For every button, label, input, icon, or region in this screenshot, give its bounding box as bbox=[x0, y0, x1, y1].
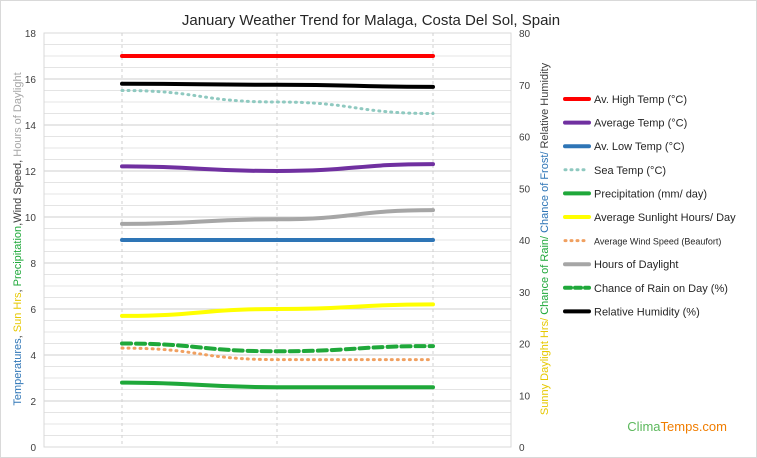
left-tick-label: 18 bbox=[25, 29, 37, 40]
axis-label-part: Temperatures bbox=[12, 338, 24, 406]
right-tick-label: 60 bbox=[519, 133, 531, 144]
axis-label-part: Chance of Rain/ bbox=[539, 235, 551, 318]
right-axis-ticks: 0 10 20 30 40 50 60 70 80 bbox=[519, 29, 531, 454]
series-lines bbox=[120, 53, 435, 390]
axis-label-part: Hours of Daylight bbox=[12, 72, 24, 156]
right-tick-label: 70 bbox=[519, 81, 531, 92]
left-tick-label: 12 bbox=[25, 167, 37, 178]
legend-label: Av. High Temp (°C) bbox=[594, 94, 687, 106]
left-tick-label: 8 bbox=[30, 259, 36, 270]
chart-title: January Weather Trend for Malaga, Costa … bbox=[182, 12, 560, 29]
series-line bbox=[120, 341, 435, 354]
axis-label-part: ,Wind Speed, bbox=[12, 157, 24, 226]
legend-label: Hours of Daylight bbox=[594, 259, 678, 271]
axis-label-part: , bbox=[12, 286, 24, 292]
legend-label: Av. Low Temp (°C) bbox=[594, 141, 685, 153]
right-tick-label: 80 bbox=[519, 29, 531, 40]
series-line bbox=[120, 81, 435, 89]
series-line bbox=[120, 302, 435, 318]
legend-label: Average Temp (°C) bbox=[594, 118, 687, 130]
right-tick-label: 0 bbox=[519, 443, 525, 454]
left-tick-label: 4 bbox=[30, 351, 36, 362]
left-tick-label: 2 bbox=[30, 397, 36, 408]
left-tick-label: 0 bbox=[30, 443, 36, 454]
legend: Av. High Temp (°C) Average Temp (°C) Av. L… bbox=[563, 94, 736, 318]
legend-label: Sea Temp (°C) bbox=[594, 165, 666, 177]
left-tick-label: 16 bbox=[25, 75, 37, 86]
legend-label: Average Wind Speed (Beaufort) bbox=[594, 237, 721, 247]
right-tick-label: 20 bbox=[519, 340, 531, 351]
left-tick-label: 6 bbox=[30, 305, 36, 316]
left-tick-label: 14 bbox=[25, 121, 37, 132]
right-axis-label: Sunny Daylight Hrs/ Chance of Rain/ Chan… bbox=[539, 62, 551, 415]
axis-label-part: Sun Hrs bbox=[12, 292, 24, 332]
right-tick-label: 30 bbox=[519, 288, 531, 299]
watermark-domain: Temps.com bbox=[661, 419, 727, 434]
legend-label: Chance of Rain on Day (%) bbox=[594, 283, 728, 295]
axis-label-part: , bbox=[12, 332, 24, 338]
right-tick-label: 50 bbox=[519, 184, 531, 195]
legend-label: Precipitation (mm/ day) bbox=[594, 188, 707, 200]
axis-label-part: Relative Humidity bbox=[539, 62, 551, 151]
axis-label-part: Chance of Frost/ bbox=[539, 151, 551, 236]
left-axis-label: Temperatures, Sun Hrs, Precipitation,Win… bbox=[12, 72, 24, 405]
watermark-brand: Clima bbox=[627, 419, 661, 434]
series-line bbox=[120, 346, 435, 362]
axis-label-part: Sunny Daylight Hrs/ bbox=[539, 317, 551, 415]
watermark: ClimaTemps.com bbox=[627, 419, 727, 434]
legend-label: Average Sunlight Hours/ Day bbox=[594, 212, 736, 224]
right-tick-label: 40 bbox=[519, 236, 531, 247]
axis-label-part: Precipitation bbox=[12, 226, 24, 287]
legend-label: Relative Humidity (%) bbox=[594, 306, 700, 318]
series-line bbox=[120, 89, 435, 115]
right-tick-label: 10 bbox=[519, 391, 531, 402]
series-line bbox=[120, 380, 435, 390]
left-tick-label: 10 bbox=[25, 213, 37, 224]
left-axis-ticks: 0 2 4 6 8 10 12 14 16 18 bbox=[25, 29, 37, 454]
series-line bbox=[120, 208, 435, 226]
series-line bbox=[120, 162, 435, 174]
